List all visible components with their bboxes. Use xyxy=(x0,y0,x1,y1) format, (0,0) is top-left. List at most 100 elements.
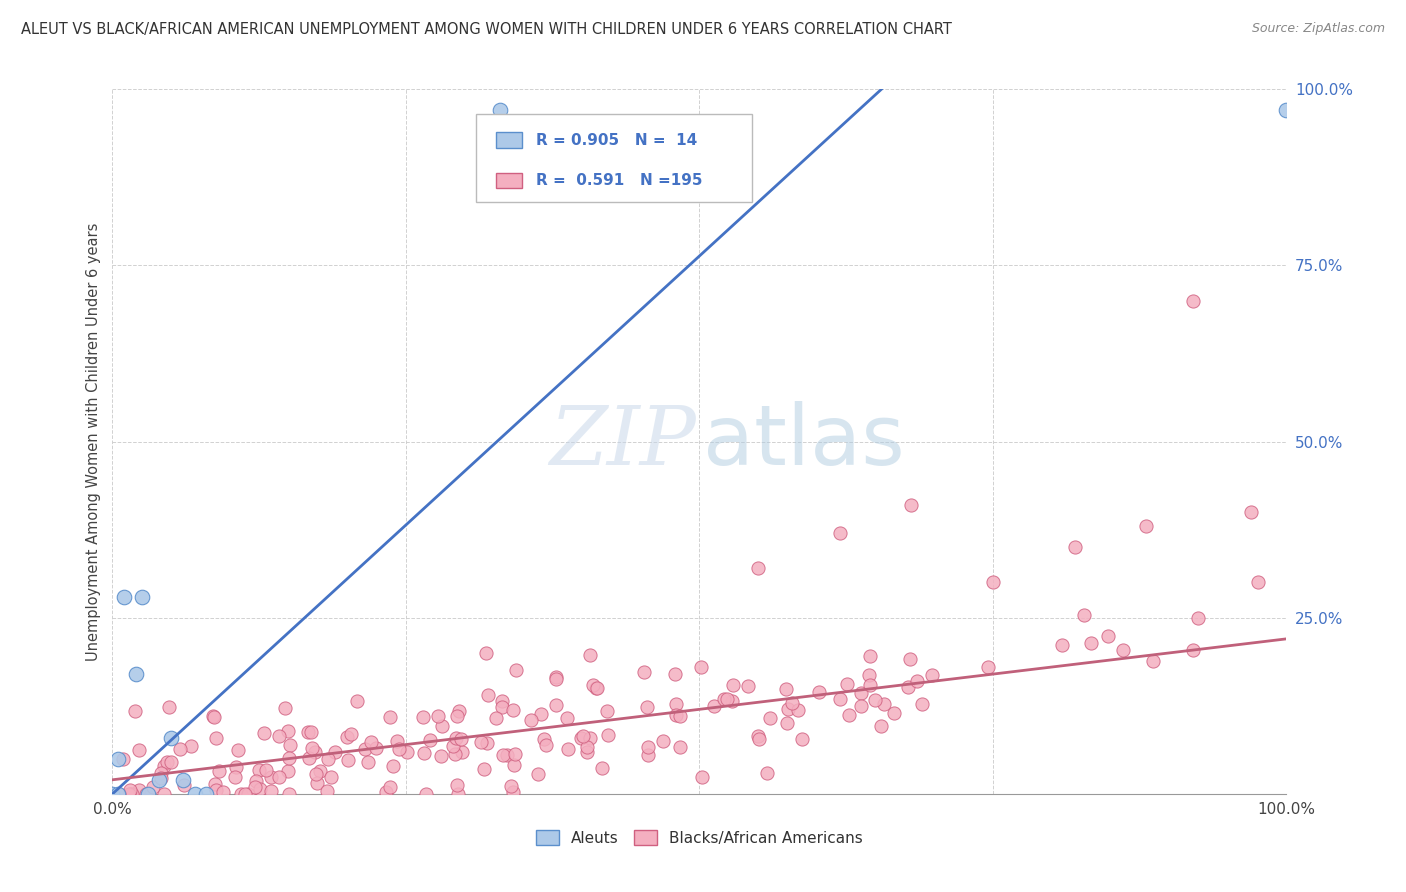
Point xyxy=(776,702,799,716)
Point xyxy=(357,755,380,769)
Point xyxy=(491,700,513,714)
Point xyxy=(412,746,434,760)
Point xyxy=(125,667,148,681)
Point xyxy=(118,787,141,801)
Point xyxy=(160,755,183,769)
Point xyxy=(153,787,176,801)
Point xyxy=(243,780,266,794)
Point xyxy=(112,590,135,604)
Point xyxy=(883,706,905,720)
Point xyxy=(233,787,256,801)
Point xyxy=(721,678,744,692)
Point xyxy=(759,711,782,725)
Text: ZIP: ZIP xyxy=(550,401,696,482)
Point xyxy=(703,698,725,713)
Point xyxy=(444,731,467,746)
Point xyxy=(544,672,567,686)
Point xyxy=(204,777,226,791)
Point xyxy=(419,733,441,747)
Point xyxy=(118,787,141,801)
Point xyxy=(575,739,598,754)
Point xyxy=(690,770,713,784)
Point xyxy=(1275,103,1298,118)
Point xyxy=(375,785,398,799)
Point xyxy=(858,668,880,682)
Point xyxy=(1135,519,1157,533)
Point xyxy=(807,685,830,699)
Point xyxy=(830,526,852,541)
Point xyxy=(388,742,411,756)
Point xyxy=(582,678,605,692)
Point xyxy=(385,733,408,747)
Point xyxy=(578,731,600,746)
Point xyxy=(173,778,195,792)
Point xyxy=(169,741,191,756)
Point xyxy=(790,731,813,746)
Point xyxy=(1142,654,1164,668)
Point xyxy=(430,719,453,733)
Point xyxy=(157,699,180,714)
Point xyxy=(870,719,893,733)
Point xyxy=(128,782,150,797)
Point xyxy=(321,770,343,784)
Point xyxy=(900,498,922,512)
Point xyxy=(689,660,711,674)
Point xyxy=(153,759,176,773)
Point xyxy=(451,745,474,759)
Point xyxy=(596,704,619,718)
Y-axis label: Unemployment Among Women with Children Under 6 years: Unemployment Among Women with Children U… xyxy=(86,222,101,661)
Point xyxy=(544,698,567,712)
Point xyxy=(1050,638,1073,652)
Point xyxy=(633,665,655,679)
Point xyxy=(269,770,291,784)
Point xyxy=(304,745,326,759)
Point xyxy=(665,708,688,723)
Point xyxy=(520,713,543,727)
Point xyxy=(851,699,873,714)
Point xyxy=(381,759,404,773)
Point xyxy=(1181,642,1204,657)
Point xyxy=(297,724,319,739)
Point xyxy=(921,668,943,682)
Point xyxy=(863,693,886,707)
Point xyxy=(249,781,271,796)
Point xyxy=(859,678,882,692)
Point xyxy=(1181,293,1204,308)
Point xyxy=(354,741,377,756)
Point xyxy=(429,749,451,764)
Point xyxy=(828,691,851,706)
Point xyxy=(491,694,513,708)
Point xyxy=(586,681,609,695)
Point xyxy=(1187,611,1209,625)
Point xyxy=(443,747,465,761)
Point xyxy=(873,697,896,711)
Point xyxy=(1112,643,1135,657)
Point xyxy=(557,742,579,756)
Point xyxy=(505,663,527,677)
Point xyxy=(208,764,231,779)
Point xyxy=(202,710,225,724)
Point xyxy=(637,740,659,755)
Point xyxy=(775,681,797,696)
Text: Source: ZipAtlas.com: Source: ZipAtlas.com xyxy=(1251,22,1385,36)
Point xyxy=(756,766,779,780)
Point xyxy=(477,688,499,702)
Point xyxy=(502,703,524,717)
Point xyxy=(1097,629,1119,643)
Point xyxy=(204,783,226,797)
Point xyxy=(339,727,361,741)
Point xyxy=(713,692,735,706)
Point xyxy=(277,764,299,778)
Point xyxy=(267,729,290,743)
Point xyxy=(1073,607,1095,622)
Text: ALEUT VS BLACK/AFRICAN AMERICAN UNEMPLOYMENT AMONG WOMEN WITH CHILDREN UNDER 6 Y: ALEUT VS BLACK/AFRICAN AMERICAN UNEMPLOY… xyxy=(21,22,952,37)
Point xyxy=(278,751,301,765)
Point xyxy=(316,752,339,766)
Point xyxy=(183,787,205,801)
FancyBboxPatch shape xyxy=(496,173,522,188)
Point xyxy=(305,776,328,790)
Point xyxy=(254,763,277,777)
Point xyxy=(136,787,159,801)
Point xyxy=(336,731,359,745)
Point xyxy=(664,667,686,681)
